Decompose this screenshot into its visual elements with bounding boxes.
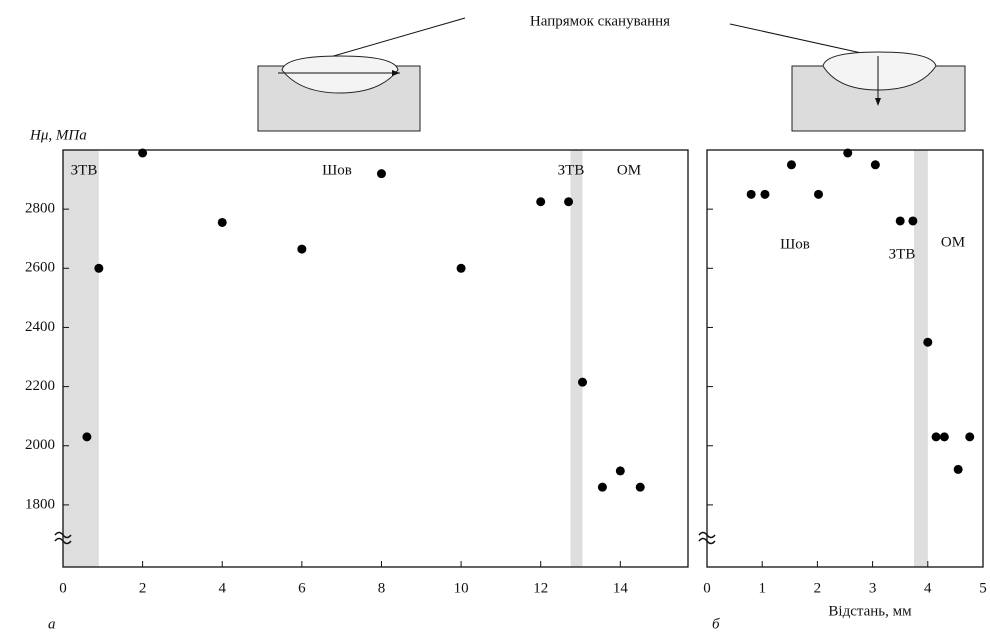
data-point — [786, 160, 796, 170]
panel-caption: а — [48, 616, 56, 632]
zone-label: ЗТВ — [71, 162, 98, 178]
zone-label: ЗТВ — [889, 246, 916, 262]
axis-break — [698, 531, 716, 545]
data-point — [965, 432, 975, 442]
scan-direction-label: Напрямок сканування — [530, 13, 670, 29]
x-tick-label: 14 — [613, 580, 629, 596]
y-tick-label: 2400 — [25, 319, 55, 335]
weld — [822, 51, 937, 91]
data-point — [217, 217, 227, 227]
x-axis-label: Відстань, мм — [828, 603, 912, 619]
plot-frame — [706, 149, 984, 568]
data-point — [814, 189, 824, 199]
arrow-head — [392, 70, 400, 76]
data-point — [870, 160, 880, 170]
zone-band — [570, 150, 583, 567]
data-point — [615, 466, 625, 476]
zone-label: ЗТВ — [558, 162, 585, 178]
x-tick-label: 4 — [924, 580, 932, 596]
data-point — [931, 432, 941, 442]
arrow-head — [875, 98, 881, 106]
y-tick-label: 2200 — [25, 378, 55, 394]
x-tick-label: 0 — [703, 580, 711, 596]
y-tick-label: 2600 — [25, 260, 55, 276]
zone-label: Шов — [322, 162, 352, 178]
zone-band — [914, 150, 928, 567]
y-tick-label: 2800 — [25, 201, 55, 217]
data-point — [760, 189, 770, 199]
weld — [281, 55, 399, 94]
data-point — [138, 148, 148, 158]
data-point — [895, 216, 905, 226]
x-tick-label: 10 — [454, 580, 469, 596]
x-tick-label: 5 — [979, 580, 987, 596]
y-tick-label: 1800 — [25, 496, 55, 512]
data-point — [578, 377, 588, 387]
x-tick-label: 0 — [59, 580, 67, 596]
y-axis-label: Hμ, МПа — [29, 127, 87, 143]
data-point — [564, 197, 574, 207]
data-point — [635, 482, 645, 492]
y-tick-label: 2000 — [25, 437, 55, 453]
zone-label: ОМ — [617, 162, 641, 178]
data-point — [908, 216, 918, 226]
data-point — [94, 263, 104, 273]
x-tick-label: 3 — [869, 580, 877, 596]
data-point — [939, 432, 949, 442]
data-point — [953, 464, 963, 474]
zone-label: ОМ — [941, 234, 965, 250]
x-tick-label: 2 — [814, 580, 822, 596]
x-tick-label: 2 — [139, 580, 147, 596]
data-point — [597, 482, 607, 492]
data-point — [456, 263, 466, 273]
x-tick-label: 12 — [533, 580, 548, 596]
plot-frame — [62, 149, 689, 568]
data-point — [536, 197, 546, 207]
panel-caption: б — [712, 616, 720, 632]
x-tick-label: 1 — [758, 580, 766, 596]
x-tick-label: 8 — [378, 580, 386, 596]
data-point — [923, 337, 933, 347]
pointer-line — [729, 23, 876, 57]
data-point — [746, 189, 756, 199]
axis-break — [54, 531, 72, 545]
data-point — [297, 244, 307, 254]
zone-label: Шов — [780, 236, 810, 252]
data-point — [376, 169, 386, 179]
x-tick-label: 4 — [218, 580, 226, 596]
zone-band — [63, 150, 99, 567]
x-tick-label: 6 — [298, 580, 306, 596]
data-point — [82, 432, 92, 442]
data-point — [843, 148, 853, 158]
